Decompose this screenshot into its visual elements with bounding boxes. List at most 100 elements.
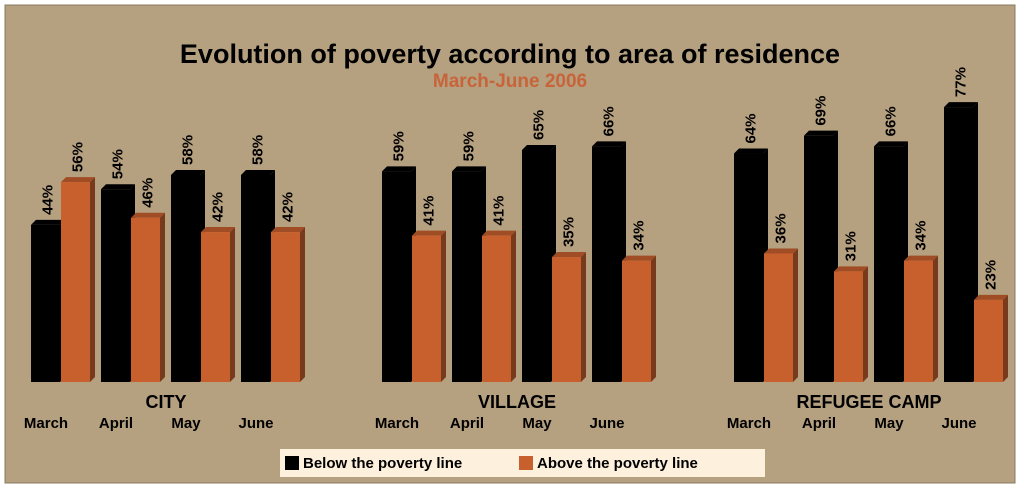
x-tick-label: May bbox=[171, 415, 201, 432]
bar-front bbox=[734, 153, 763, 382]
bar-side bbox=[300, 227, 305, 382]
bar-side bbox=[581, 252, 586, 382]
bar-front bbox=[241, 174, 270, 382]
data-label: 66% bbox=[882, 106, 899, 136]
data-label: 66% bbox=[600, 106, 617, 136]
bar-top bbox=[622, 255, 656, 261]
bar bbox=[382, 166, 416, 382]
data-label: 54% bbox=[109, 149, 126, 179]
data-label: 35% bbox=[560, 217, 577, 247]
legend-swatch bbox=[519, 456, 533, 470]
x-tick-label: March bbox=[727, 415, 771, 432]
bar-front bbox=[622, 260, 651, 382]
x-tick-label: March bbox=[24, 415, 68, 432]
bar-front bbox=[522, 149, 551, 382]
bar-front bbox=[452, 171, 481, 382]
x-tick-label: June bbox=[941, 415, 976, 432]
bar-front bbox=[482, 235, 511, 382]
bar-top bbox=[201, 227, 235, 233]
bar bbox=[131, 212, 165, 382]
group-label: REFUGEE CAMP bbox=[796, 392, 941, 412]
bar-side bbox=[230, 227, 235, 382]
bar-top bbox=[944, 102, 978, 108]
bar bbox=[874, 141, 908, 382]
bar-top bbox=[452, 166, 486, 172]
data-label: 36% bbox=[772, 213, 789, 243]
bar-top bbox=[874, 141, 908, 147]
data-label: 77% bbox=[952, 67, 969, 97]
data-label: 59% bbox=[390, 131, 407, 161]
bar bbox=[622, 255, 656, 382]
bar-side bbox=[651, 255, 656, 382]
data-label: 31% bbox=[842, 231, 859, 261]
bar-top bbox=[31, 219, 65, 225]
data-label: 58% bbox=[179, 135, 196, 165]
bar-front bbox=[592, 146, 621, 382]
bar-front bbox=[131, 217, 160, 382]
data-label: 46% bbox=[139, 178, 156, 208]
bar-side bbox=[441, 230, 446, 382]
bar-side bbox=[90, 177, 95, 382]
bar-side bbox=[863, 266, 868, 382]
bar-top bbox=[482, 230, 516, 236]
bar-top bbox=[904, 255, 938, 261]
bar-top bbox=[834, 266, 868, 272]
bar bbox=[61, 177, 95, 382]
bar-front bbox=[944, 107, 973, 383]
bar-front bbox=[61, 182, 90, 382]
x-tick-label: June bbox=[589, 415, 624, 432]
bar bbox=[482, 230, 516, 382]
bar-top bbox=[382, 166, 416, 172]
bar-front bbox=[271, 232, 300, 382]
data-label: 34% bbox=[912, 221, 929, 251]
chart-title: Evolution of poverty according to area o… bbox=[180, 39, 840, 69]
bar-top bbox=[804, 130, 838, 136]
bar bbox=[201, 227, 235, 382]
bar bbox=[974, 294, 1008, 382]
x-tick-label: June bbox=[238, 415, 273, 432]
bar-front bbox=[974, 299, 1003, 382]
data-label: 65% bbox=[530, 110, 547, 140]
bar-top bbox=[592, 141, 626, 147]
bar-top bbox=[101, 184, 135, 190]
bar bbox=[904, 255, 938, 382]
bar-front bbox=[834, 271, 863, 382]
bar-side bbox=[511, 230, 516, 382]
bar bbox=[834, 266, 868, 382]
bar bbox=[241, 169, 275, 382]
data-label: 42% bbox=[279, 192, 296, 222]
data-label: 41% bbox=[490, 196, 507, 226]
bar bbox=[592, 141, 626, 382]
bar-front bbox=[382, 171, 411, 382]
bar-front bbox=[874, 146, 903, 382]
data-label: 44% bbox=[39, 185, 56, 215]
x-tick-label: April bbox=[99, 415, 133, 432]
x-tick-label: May bbox=[874, 415, 904, 432]
bar bbox=[101, 184, 135, 382]
bar bbox=[452, 166, 486, 382]
data-label: 42% bbox=[209, 192, 226, 222]
bar bbox=[552, 252, 586, 382]
data-label: 41% bbox=[420, 196, 437, 226]
bar-top bbox=[734, 148, 768, 154]
x-tick-label: April bbox=[802, 415, 836, 432]
bar-side bbox=[933, 255, 938, 382]
data-label: 59% bbox=[460, 131, 477, 161]
legend-label: Below the poverty line bbox=[303, 455, 462, 472]
bar-top bbox=[552, 252, 586, 258]
legend-label: Above the poverty line bbox=[537, 455, 698, 472]
bar bbox=[522, 144, 556, 382]
bar bbox=[31, 219, 65, 382]
bar bbox=[944, 102, 978, 383]
bar-front bbox=[904, 260, 933, 382]
bar-front bbox=[171, 174, 200, 382]
bar-side bbox=[160, 212, 165, 382]
bar-top bbox=[974, 294, 1008, 300]
bar bbox=[171, 169, 205, 382]
data-label: 34% bbox=[630, 221, 647, 251]
legend-swatch bbox=[285, 456, 299, 470]
x-tick-label: May bbox=[522, 415, 552, 432]
x-tick-label: April bbox=[450, 415, 484, 432]
bar-front bbox=[101, 189, 130, 382]
bar-top bbox=[131, 212, 165, 218]
